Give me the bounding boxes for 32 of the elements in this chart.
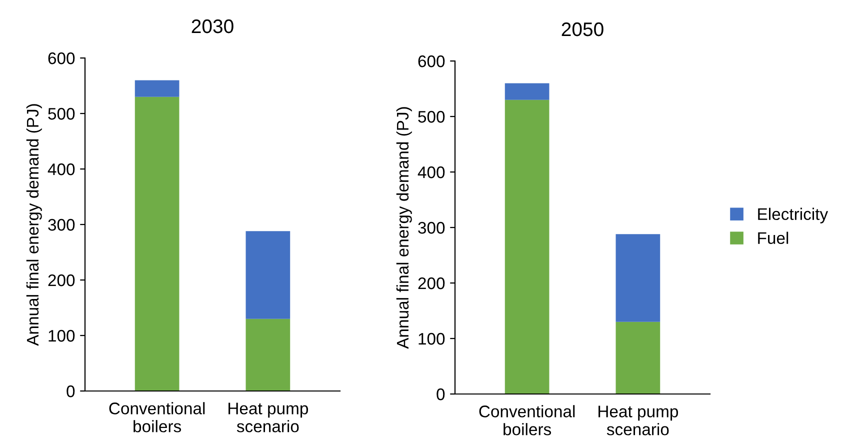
- bar: [616, 322, 660, 394]
- y-tick-label: 400: [418, 166, 445, 178]
- y-tick-label: 100: [418, 332, 445, 345]
- bar: [246, 231, 290, 319]
- bar: [246, 318, 290, 391]
- bar: [504, 83, 550, 100]
- chart-title: 2030: [192, 19, 234, 34]
- y-tick-label: 300: [418, 222, 445, 234]
- x-tick-label: Heat pump scenario: [228, 402, 308, 432]
- y-tick-label: 200: [48, 274, 75, 286]
- y-tick-label: 500: [418, 110, 445, 123]
- bar: [134, 80, 180, 97]
- y-tick-label: 300: [48, 218, 75, 231]
- y-axis-title: Annual final energy demand (PJ): [26, 104, 42, 346]
- y-tick-label: 400: [48, 163, 75, 176]
- bar: [134, 96, 180, 391]
- legend-label: Fuel: [758, 232, 788, 244]
- bar: [616, 234, 660, 322]
- legend-label: Electricity: [758, 208, 828, 224]
- y-axis-title: Annual final energy demand (PJ): [396, 107, 412, 349]
- y-tick-label: 200: [418, 277, 445, 290]
- x-tick-label: Conventional boilers: [109, 402, 205, 432]
- x-tick-label: Conventional boilers: [479, 405, 575, 436]
- y-tick-label: 0: [66, 385, 75, 398]
- bar: [504, 100, 550, 394]
- y-tick-label: 0: [436, 388, 445, 400]
- y-tick-label: 600: [418, 55, 445, 68]
- y-tick-label: 600: [48, 52, 75, 64]
- chart-title: 2050: [562, 22, 604, 36]
- x-tick-label: Heat pump scenario: [598, 406, 678, 436]
- y-tick-label: 100: [48, 330, 75, 342]
- y-tick-label: 500: [48, 108, 75, 120]
